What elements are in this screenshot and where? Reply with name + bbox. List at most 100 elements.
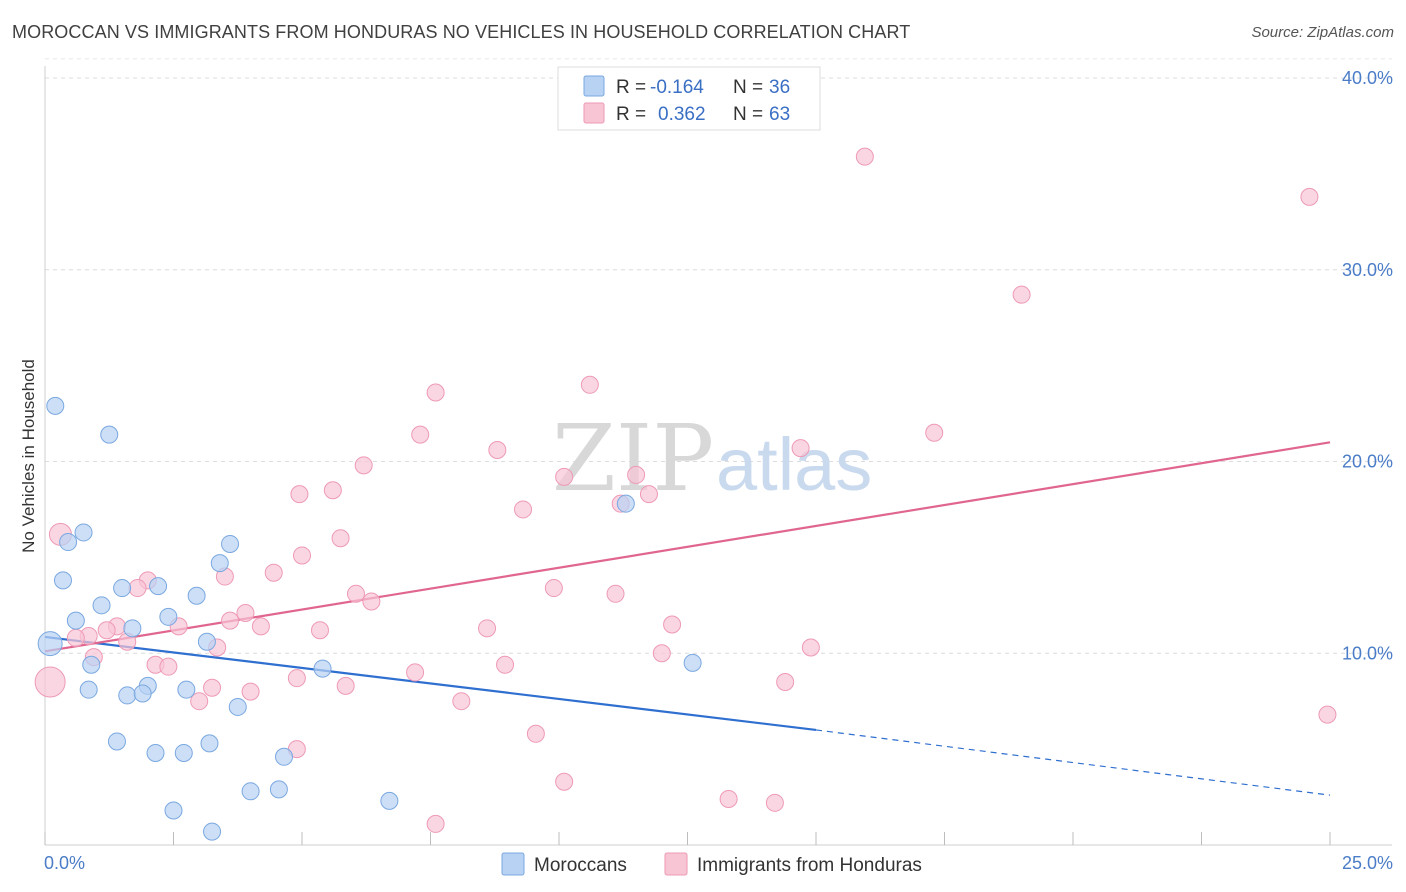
moroccans-point bbox=[66, 611, 85, 630]
honduras-point bbox=[1012, 285, 1031, 304]
honduras-point bbox=[488, 440, 507, 459]
legend-swatch-moroccans bbox=[583, 75, 605, 97]
legend-r-label-moroccans: R = bbox=[616, 77, 646, 98]
honduras-point bbox=[362, 592, 381, 611]
moroccans-trendline-dashed bbox=[815, 729, 1331, 796]
honduras-point bbox=[791, 439, 810, 458]
honduras-point bbox=[346, 584, 365, 603]
x-tick-label: 25.0% bbox=[1342, 853, 1393, 873]
moroccans-point bbox=[221, 534, 240, 553]
watermark-zip: ZIP bbox=[552, 405, 714, 512]
moroccans-point bbox=[82, 655, 101, 674]
honduras-point bbox=[354, 456, 373, 475]
honduras-point bbox=[1300, 187, 1319, 206]
honduras-point bbox=[66, 628, 85, 647]
watermark: ZIP atlas bbox=[552, 405, 872, 512]
honduras-point bbox=[514, 500, 533, 519]
legend-n-value-moroccans: 36 bbox=[769, 77, 790, 98]
moroccans-point bbox=[113, 579, 132, 598]
honduras-point bbox=[221, 611, 240, 630]
honduras-point bbox=[128, 579, 147, 598]
honduras-point bbox=[241, 682, 260, 701]
legend-n-label-honduras: N = bbox=[733, 104, 763, 125]
honduras-point bbox=[606, 584, 625, 603]
moroccans-point bbox=[92, 596, 111, 615]
honduras-point bbox=[293, 546, 311, 565]
chart-title: MOROCCAN VS IMMIGRANTS FROM HONDURAS NO … bbox=[12, 22, 911, 42]
y-tick-label: 40.0% bbox=[1342, 68, 1393, 88]
axes bbox=[44, 66, 1392, 846]
honduras-point bbox=[478, 619, 497, 638]
honduras-point bbox=[336, 676, 355, 695]
x-tick-label: 0.0% bbox=[44, 853, 85, 873]
honduras-point bbox=[203, 678, 222, 697]
honduras-point bbox=[555, 772, 574, 791]
honduras-point bbox=[776, 673, 795, 692]
honduras-point bbox=[159, 657, 178, 676]
honduras-point bbox=[627, 465, 646, 484]
moroccans-point bbox=[187, 586, 206, 605]
correlation-legend: R = -0.164 N = 36 R = 0.362 N = 63 bbox=[557, 66, 821, 131]
moroccans-point bbox=[203, 822, 222, 841]
honduras-trendline bbox=[44, 441, 1331, 653]
honduras-point bbox=[34, 666, 66, 698]
series-legend: Moroccans Immigrants from Honduras bbox=[501, 852, 922, 876]
honduras-point bbox=[264, 563, 283, 582]
honduras-point bbox=[555, 467, 574, 486]
moroccans-point bbox=[313, 659, 332, 678]
y-tick-label: 10.0% bbox=[1342, 643, 1393, 663]
moroccans-point bbox=[164, 801, 183, 820]
honduras-point bbox=[544, 579, 563, 598]
moroccans-point bbox=[53, 571, 72, 590]
moroccans-point bbox=[46, 396, 65, 415]
moroccans-point bbox=[269, 780, 288, 799]
honduras-point bbox=[580, 375, 599, 394]
honduras-point bbox=[663, 615, 682, 634]
moroccans-point bbox=[210, 554, 229, 573]
honduras-point bbox=[426, 814, 445, 833]
honduras-point bbox=[411, 425, 430, 444]
legend-r-value-moroccans: -0.164 bbox=[650, 77, 704, 98]
moroccans-point bbox=[133, 684, 152, 703]
legend-r-value-honduras: 0.362 bbox=[658, 104, 706, 125]
moroccans-point bbox=[107, 732, 126, 751]
honduras-point bbox=[639, 485, 658, 504]
moroccans-point bbox=[275, 747, 294, 766]
honduras-point bbox=[801, 638, 820, 657]
honduras-point bbox=[426, 383, 445, 402]
honduras-point bbox=[331, 529, 350, 548]
trendlines bbox=[44, 441, 1331, 796]
honduras-point bbox=[496, 655, 515, 674]
legend-n-value-honduras: 63 bbox=[769, 104, 790, 125]
honduras-point bbox=[452, 692, 471, 711]
y-axis-label: No Vehicles in Household bbox=[19, 359, 38, 553]
moroccans-point bbox=[200, 734, 219, 753]
bottom-swatch-honduras bbox=[664, 852, 688, 876]
moroccans-trendline bbox=[44, 635, 817, 732]
moroccans-point bbox=[118, 686, 137, 705]
honduras-point bbox=[190, 692, 209, 711]
moroccans-point bbox=[228, 697, 247, 716]
moroccans-point bbox=[177, 680, 196, 699]
moroccans-point bbox=[616, 494, 635, 513]
moroccans-point bbox=[123, 619, 142, 638]
bottom-legend-moroccans: Moroccans bbox=[534, 855, 627, 876]
moroccans-point bbox=[197, 632, 216, 651]
moroccans-point bbox=[174, 743, 193, 762]
honduras-point bbox=[719, 789, 738, 808]
legend-r-label-honduras: R = bbox=[616, 104, 646, 125]
honduras-point bbox=[526, 724, 545, 743]
honduras-point bbox=[97, 621, 116, 640]
legend-n-label-moroccans: N = bbox=[733, 77, 763, 98]
moroccans-point bbox=[146, 743, 165, 762]
honduras-point bbox=[323, 481, 342, 500]
honduras-point bbox=[765, 793, 784, 812]
honduras-point bbox=[652, 644, 671, 663]
bottom-legend-honduras: Immigrants from Honduras bbox=[697, 855, 922, 876]
moroccans-point bbox=[74, 523, 93, 542]
honduras-point bbox=[310, 621, 329, 640]
moroccans-point bbox=[100, 425, 119, 444]
moroccans-point bbox=[59, 533, 78, 552]
y-tick-label: 20.0% bbox=[1342, 452, 1393, 472]
